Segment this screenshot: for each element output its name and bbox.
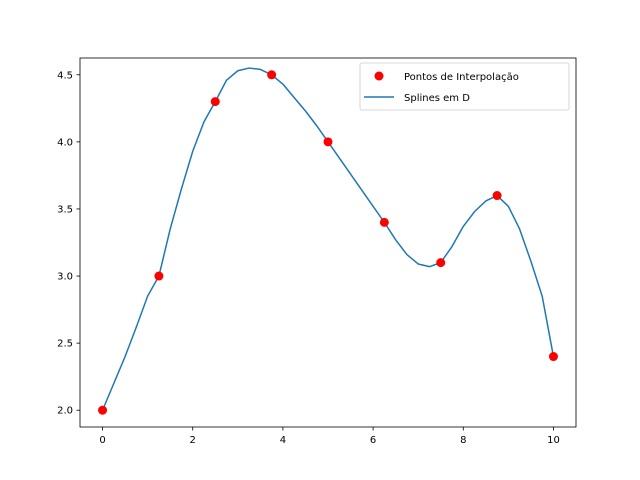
data-point [210,97,220,107]
y-axis: 2.0 2.5 3.0 3.5 4.0 4.5 [57,70,80,417]
data-point [436,258,446,268]
legend-label-line: Splines em D [404,93,470,104]
data-point [492,191,502,201]
x-tick-label: 6 [370,435,376,446]
axes-frame [79,57,577,428]
legend-marker-scatter [374,71,384,81]
legend-label-scatter: Pontos de Interpolação [404,72,519,83]
x-tick-label: 4 [280,435,286,446]
data-point [267,70,277,80]
data-point [98,405,108,415]
y-tick-label: 3.5 [57,204,73,215]
x-tick-label: 8 [460,435,466,446]
y-tick-label: 4.0 [57,137,73,148]
y-tick-label: 2.5 [57,339,73,350]
x-tick-label: 10 [547,435,560,446]
y-tick-label: 2.0 [57,406,73,417]
x-axis: 0 2 4 6 8 10 [99,427,560,446]
legend-box [359,62,570,111]
data-point [548,352,558,362]
plot-area [98,67,558,415]
y-tick-label: 3.0 [57,272,73,283]
y-tick-label: 4.5 [57,70,73,81]
data-point [323,137,333,147]
x-tick-label: 2 [190,435,196,446]
data-point [379,217,389,227]
data-point [154,271,164,281]
x-tick-label: 0 [99,435,105,446]
legend: Pontos de Interpolação Splines em D [359,62,570,111]
